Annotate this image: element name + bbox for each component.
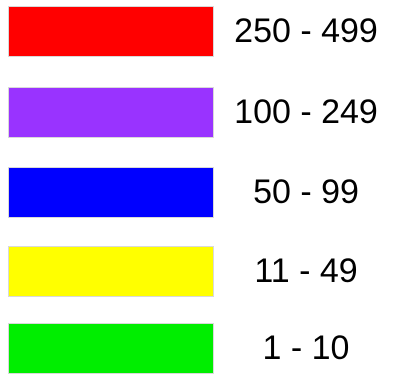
legend-item: 11 - 49 bbox=[0, 246, 398, 298]
legend-item: 100 - 249 bbox=[0, 87, 398, 139]
legend-label: 11 - 49 bbox=[254, 252, 358, 290]
legend-item: 1 - 10 bbox=[0, 323, 398, 375]
legend-swatch bbox=[8, 6, 214, 57]
legend-label: 100 - 249 bbox=[234, 93, 378, 131]
legend-label: 50 - 99 bbox=[253, 173, 359, 211]
legend-item: 250 - 499 bbox=[0, 6, 398, 58]
legend-label: 1 - 10 bbox=[262, 329, 350, 367]
legend-swatch bbox=[8, 323, 214, 374]
legend-swatch bbox=[8, 167, 214, 218]
legend-item: 50 - 99 bbox=[0, 167, 398, 219]
legend-swatch bbox=[8, 246, 214, 297]
legend-label: 250 - 499 bbox=[234, 12, 378, 50]
legend-swatch bbox=[8, 87, 214, 138]
